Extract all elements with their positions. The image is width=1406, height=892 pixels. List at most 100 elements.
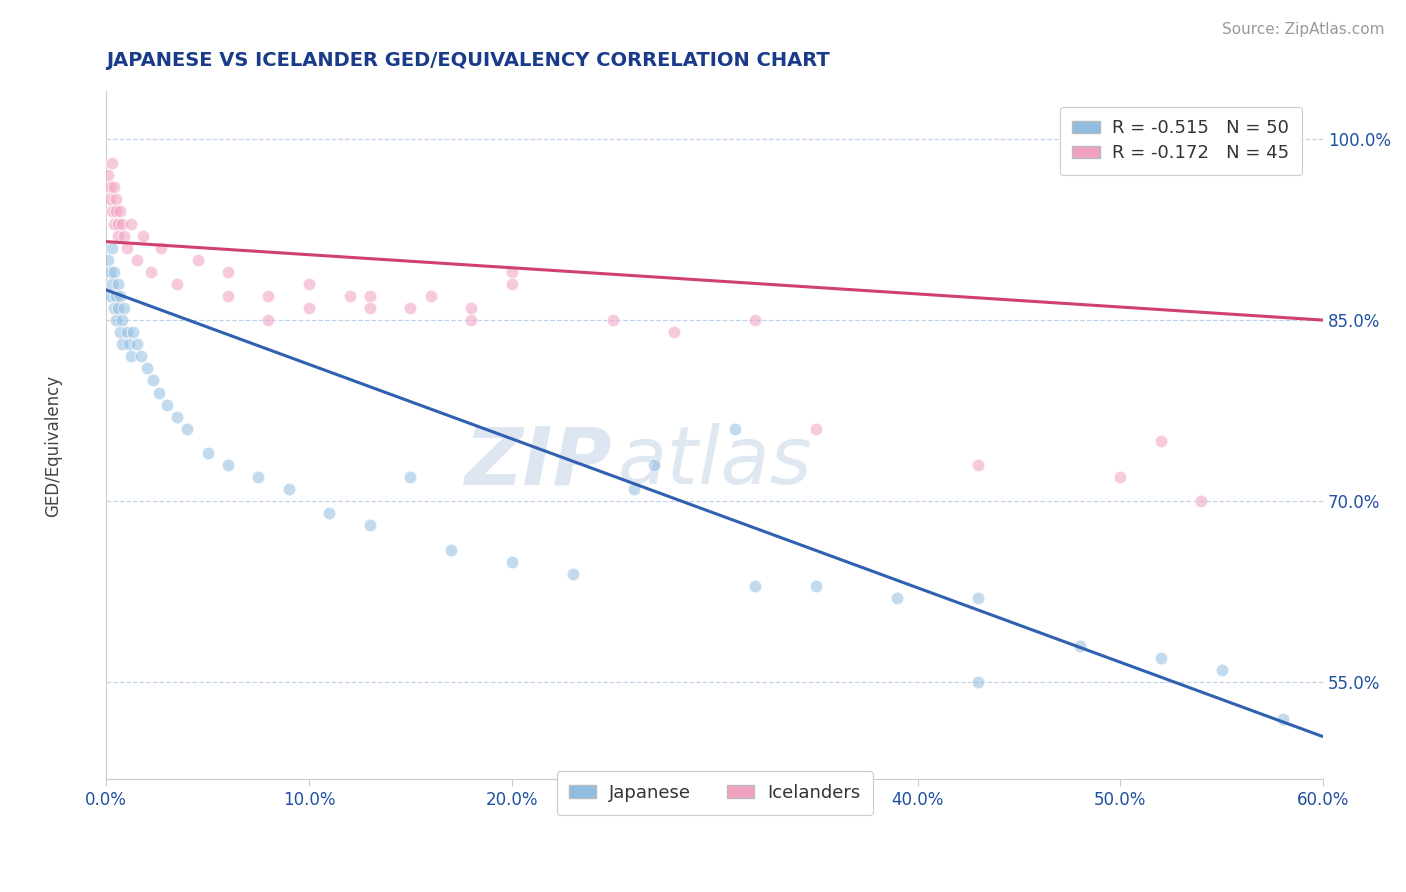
Point [501,265,523,279]
Point [142,374,165,388]
Point [602,313,624,327]
Point [298,301,321,315]
Point [460,301,482,315]
Point [623,482,645,496]
Point [339,289,361,303]
Point [967,675,990,690]
Text: GED/Equivalency: GED/Equivalency [45,375,62,517]
Point [97,168,120,182]
Point [399,470,422,484]
Point [804,422,827,436]
Point [107,217,129,231]
Point [359,301,381,315]
Point [1109,470,1132,484]
Point [103,217,125,231]
Legend: Japanese, Icelanders: Japanese, Icelanders [557,772,873,814]
Point [804,579,827,593]
Point [176,422,198,436]
Point [105,289,128,303]
Point [114,228,136,243]
Point [101,241,124,255]
Point [110,289,132,303]
Point [501,277,523,291]
Point [150,241,173,255]
Point [1150,434,1173,448]
Point [98,289,121,303]
Point [1271,712,1294,726]
Point [115,325,138,339]
Point [110,204,132,219]
Point [744,579,766,593]
Point [724,422,747,436]
Point [107,301,129,315]
Point [247,470,270,484]
Point [643,458,665,472]
Point [125,337,148,351]
Point [662,325,685,339]
Point [132,228,155,243]
Point [101,277,124,291]
Point [166,409,188,424]
Point [117,337,139,351]
Point [257,289,280,303]
Point [148,385,170,400]
Point [1069,639,1091,653]
Point [101,156,124,170]
Point [886,591,908,605]
Point [120,217,142,231]
Point [121,325,143,339]
Point [114,301,136,315]
Point [460,313,482,327]
Point [501,555,523,569]
Point [217,458,239,472]
Point [561,566,583,581]
Point [1211,663,1233,677]
Point [440,542,463,557]
Point [120,349,142,363]
Point [103,180,125,194]
Point [107,277,129,291]
Point [105,204,128,219]
Point [97,252,120,267]
Point [744,313,766,327]
Point [111,217,134,231]
Point [103,301,125,315]
Point [186,252,208,267]
Point [107,228,129,243]
Point [101,204,124,219]
Point [318,506,340,520]
Point [125,252,148,267]
Point [217,265,239,279]
Point [115,241,138,255]
Point [139,265,162,279]
Text: atlas: atlas [617,424,813,501]
Point [129,349,152,363]
Point [1191,494,1213,508]
Point [359,289,381,303]
Point [967,458,990,472]
Point [399,301,422,315]
Text: Source: ZipAtlas.com: Source: ZipAtlas.com [1222,22,1385,37]
Point [1150,651,1173,665]
Point [217,289,239,303]
Point [105,192,128,206]
Point [135,361,157,376]
Point [156,398,179,412]
Point [298,277,321,291]
Point [111,337,134,351]
Point [277,482,299,496]
Text: JAPANESE VS ICELANDER GED/EQUIVALENCY CORRELATION CHART: JAPANESE VS ICELANDER GED/EQUIVALENCY CO… [107,51,830,70]
Text: ZIP: ZIP [464,424,612,501]
Point [419,289,441,303]
Point [111,313,134,327]
Point [197,446,219,460]
Point [110,325,132,339]
Point [105,313,128,327]
Point [359,518,381,533]
Point [257,313,280,327]
Point [103,265,125,279]
Point [98,180,121,194]
Point [98,192,121,206]
Point [967,591,990,605]
Point [98,265,121,279]
